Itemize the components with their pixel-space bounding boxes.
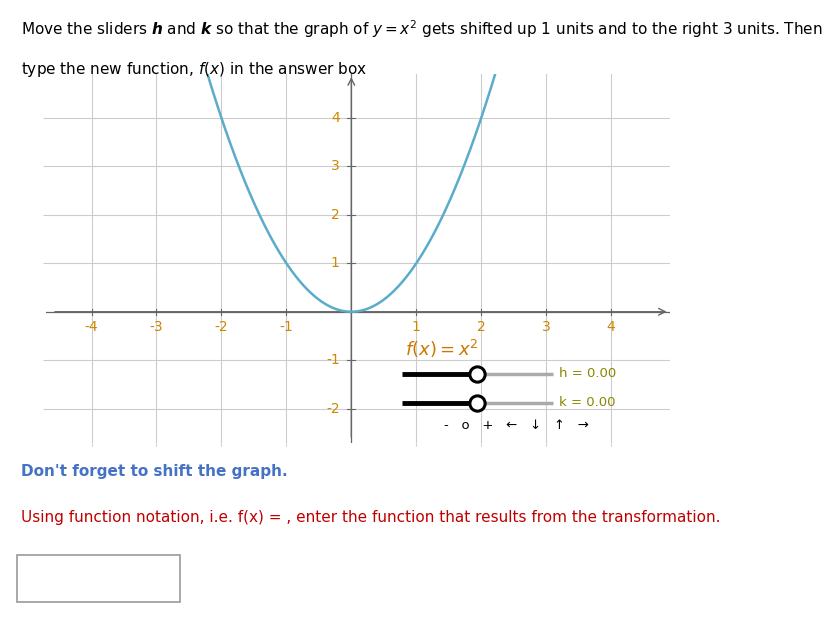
FancyBboxPatch shape	[17, 555, 180, 602]
Text: -1: -1	[279, 321, 293, 334]
Text: -2: -2	[325, 402, 339, 416]
Text: 2: 2	[330, 208, 339, 222]
Text: Don't forget to shift the graph.: Don't forget to shift the graph.	[21, 464, 288, 478]
Text: type the new function, $\mathit{f(x)}$ in the answer box: type the new function, $\mathit{f(x)}$ i…	[21, 60, 367, 79]
Text: -   o   +   ←   ↓   ↑   →: - o + ← ↓ ↑ →	[443, 419, 588, 432]
Text: k = 0.00: k = 0.00	[558, 396, 615, 409]
Text: -1: -1	[325, 353, 339, 367]
Text: 3: 3	[330, 159, 339, 173]
Text: 1: 1	[330, 256, 339, 271]
Text: -2: -2	[214, 321, 228, 334]
Text: Move the sliders $\bfit{h}$ and $\bfit{k}$ so that the graph of $y = x^2$ gets s: Move the sliders $\bfit{h}$ and $\bfit{k…	[21, 18, 822, 40]
Text: -3: -3	[150, 321, 163, 334]
Text: -4: -4	[84, 321, 98, 334]
Text: 4: 4	[606, 321, 614, 334]
Text: h = 0.00: h = 0.00	[558, 367, 615, 380]
Text: 1: 1	[411, 321, 421, 334]
Text: 3: 3	[541, 321, 550, 334]
Text: Using function notation, i.e. f(x) = , enter the function that results from the : Using function notation, i.e. f(x) = , e…	[21, 509, 720, 525]
Text: 2: 2	[477, 321, 485, 334]
Text: 4: 4	[330, 111, 339, 125]
Text: $f(x) = x^2$: $f(x) = x^2$	[404, 339, 477, 360]
